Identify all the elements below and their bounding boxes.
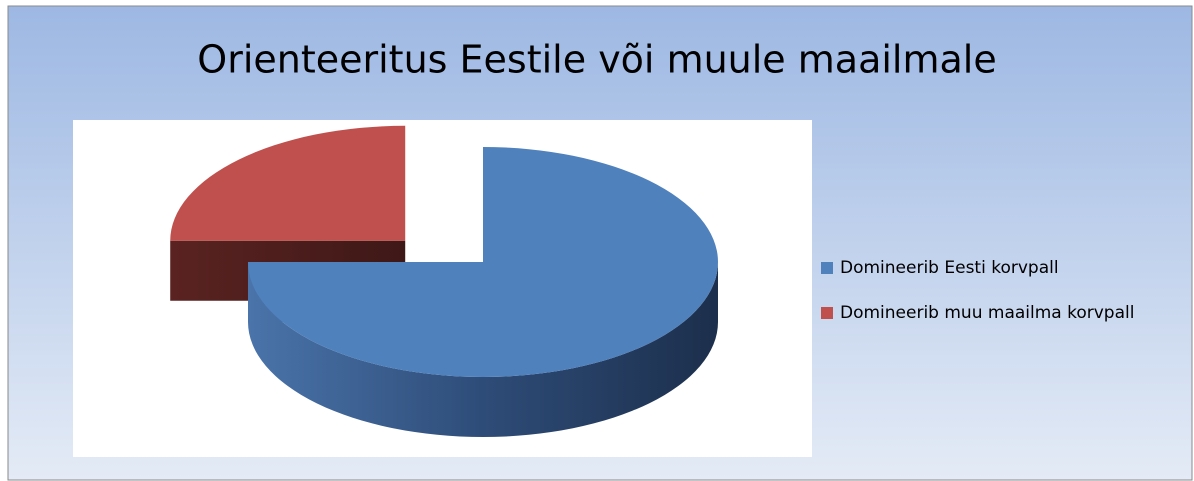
slice-top <box>248 147 718 377</box>
slice <box>248 147 718 437</box>
slice-wall <box>248 262 718 437</box>
legend-swatch <box>821 262 833 274</box>
chart-title: Orienteeritus Eestile või muule maailmal… <box>197 38 996 82</box>
legend-label: Domineerib muu maailma korvpall <box>840 303 1134 323</box>
pie <box>170 125 718 437</box>
legend: Domineerib Eesti korvpall Domineerib muu … <box>821 258 1134 323</box>
legend-swatch <box>821 307 833 319</box>
slice-top <box>170 125 406 241</box>
legend-label: Domineerib Eesti korvpall <box>840 258 1059 278</box>
